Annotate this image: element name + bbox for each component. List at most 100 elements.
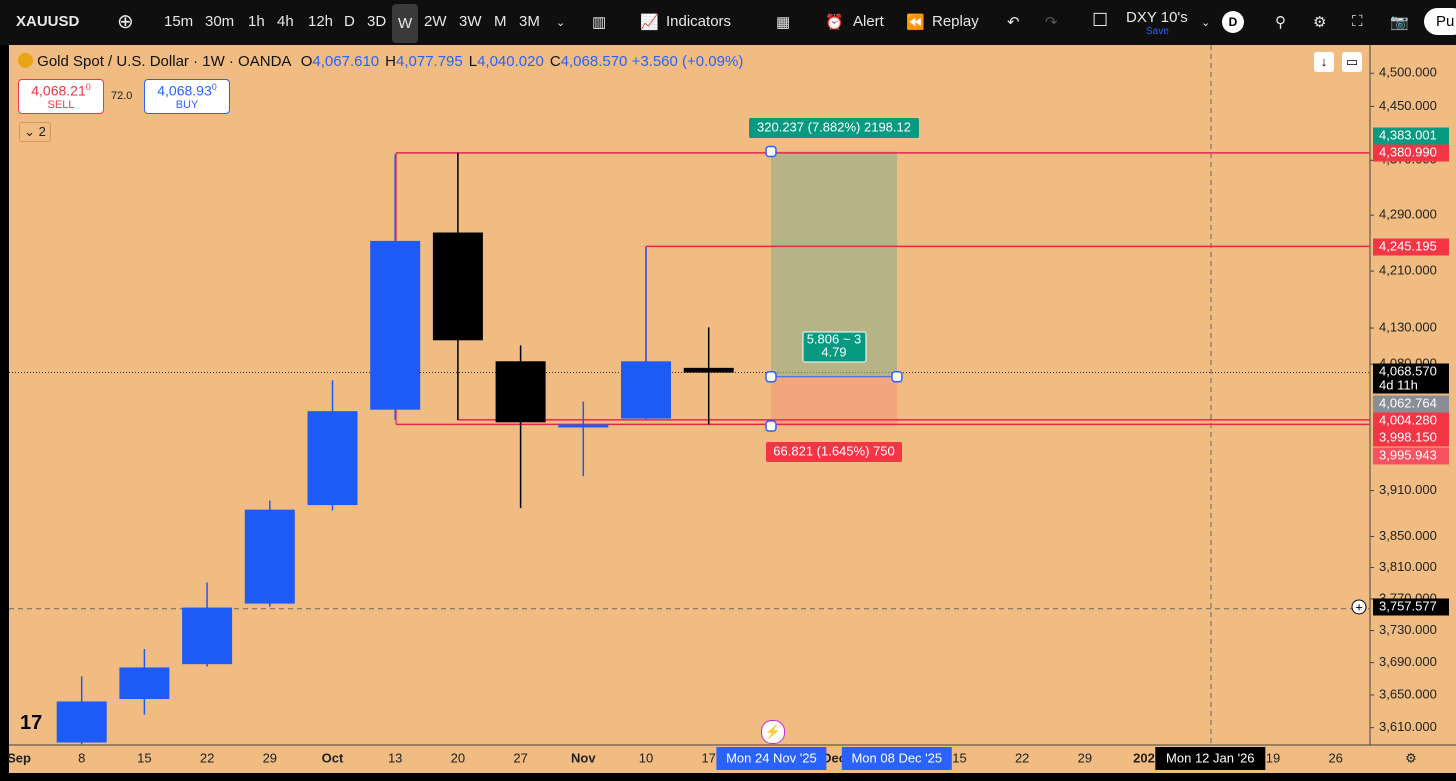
- publish[interactable]: Pu: [1424, 8, 1456, 35]
- interval[interactable]: W: [392, 4, 419, 43]
- price-tick-label: 4,290.000: [1379, 207, 1437, 222]
- price-tick-label: 3,690.000: [1379, 654, 1437, 669]
- candle-body: [119, 667, 170, 700]
- replay-icon[interactable]: ⏪: [906, 14, 925, 31]
- time-badge: [1155, 747, 1266, 770]
- time-tick-label: 26: [1328, 750, 1342, 765]
- ohlc-key: C: [549, 53, 561, 70]
- add-symbol[interactable]: ⊕: [117, 11, 134, 33]
- ohlc-value: 4,068.570: [560, 53, 628, 70]
- search-tool[interactable]: ⚲: [1275, 14, 1286, 31]
- price-tick-label: 3,850.000: [1379, 528, 1437, 543]
- templates[interactable]: ▦: [776, 14, 791, 31]
- indicator-toggle[interactable]: ⌄ 2: [19, 122, 51, 142]
- replay[interactable]: Replay: [932, 13, 979, 30]
- sell-sup: 0: [85, 82, 91, 92]
- price-tick-label: 3,610.000: [1379, 719, 1437, 734]
- legend: Gold Spot / U.S. Dollar · 1W · OANDA O4,…: [18, 53, 743, 70]
- price-tick-label: 4,450.000: [1379, 98, 1437, 113]
- time-tick-label: 2026: [1133, 750, 1162, 765]
- buy-button[interactable]: 4,068.930 BUY: [144, 79, 230, 114]
- price-badge-label: 4,004.280: [1379, 412, 1437, 427]
- qty-label: 4.79: [821, 344, 846, 359]
- redo[interactable]: ↷: [1045, 14, 1058, 31]
- scroll-button[interactable]: ↓: [1314, 52, 1334, 72]
- ohlc-value: 4,067.610: [312, 53, 380, 70]
- price-badge: [1373, 598, 1449, 616]
- interval[interactable]: 3W: [459, 13, 482, 30]
- price-badge: [1373, 127, 1449, 145]
- settings[interactable]: ⚙: [1313, 14, 1327, 31]
- price-badge: [1373, 412, 1449, 430]
- time-tick-label: 20: [451, 750, 465, 765]
- interval[interactable]: 15m: [164, 13, 194, 30]
- ratio-bg: [802, 331, 867, 363]
- target-label: 320.237 (7.882%) 2198.12: [757, 119, 911, 134]
- sell-label: SELL: [47, 98, 75, 111]
- undo[interactable]: ↶: [1007, 14, 1020, 31]
- price-badge: [1373, 144, 1449, 162]
- indicators-icon[interactable]: 📈: [640, 14, 659, 31]
- handle: [765, 145, 777, 158]
- stop-label-bg: [766, 442, 902, 462]
- layout-status: Save: [1146, 26, 1169, 37]
- price-badge: [1373, 363, 1449, 394]
- price-tick-label: 3,730.000: [1379, 622, 1437, 637]
- interval[interactable]: 3M: [519, 13, 540, 30]
- candle-body: [56, 701, 107, 743]
- chart-type[interactable]: ▥: [592, 14, 607, 31]
- handle: [891, 371, 903, 383]
- indicators[interactable]: Indicators: [666, 13, 732, 30]
- dropdown[interactable]: ⌄: [1201, 17, 1211, 29]
- alert[interactable]: Alert: [853, 13, 884, 30]
- interval[interactable]: 1h: [248, 13, 265, 30]
- time-badge-label: Mon 24 Nov '25: [726, 750, 817, 765]
- ohlc-value: 4,077.795: [396, 53, 463, 70]
- panel-button[interactable]: ▭: [1342, 52, 1362, 72]
- time-badge: [841, 747, 952, 770]
- fullscreen[interactable]: ⛶: [1352, 13, 1363, 30]
- ohlc: O4,067.610 H4,077.795 L4,040.020 C4,068.570: [295, 53, 628, 70]
- time-tick-label: 29: [263, 750, 277, 765]
- layout-name[interactable]: DXY 10's: [1126, 9, 1188, 26]
- ohlc-key: O: [300, 53, 313, 70]
- time-badge-label: Mon 08 Dec '25: [851, 750, 942, 765]
- time-tick-label: 19: [1266, 750, 1280, 765]
- candle-body: [307, 411, 358, 506]
- time-tick-label: 29: [1078, 750, 1092, 765]
- interval[interactable]: 2W: [424, 13, 447, 30]
- interval[interactable]: 3D: [367, 13, 387, 30]
- buy-sup: 0: [211, 82, 217, 92]
- ohlc-key: H: [385, 53, 396, 70]
- sell-button[interactable]: 4,068.210 SELL: [18, 79, 104, 114]
- candle-body: [621, 361, 671, 419]
- price-badge-label: 4,068.570: [1379, 363, 1437, 378]
- interval[interactable]: D: [344, 13, 355, 30]
- time-tick-label: 10: [639, 750, 653, 765]
- time-tick-label: 17: [701, 750, 715, 765]
- interval[interactable]: 4h: [277, 13, 294, 30]
- avatar[interactable]: D: [1222, 11, 1244, 33]
- symbol[interactable]: XAUUSD: [16, 13, 80, 30]
- price-tick-label: 4,130.000: [1379, 319, 1437, 334]
- dropdown[interactable]: ⌄: [556, 17, 566, 29]
- candle-body: [432, 232, 483, 341]
- candle-body: [244, 509, 295, 604]
- price-badge: [1373, 429, 1449, 447]
- handle: [765, 420, 777, 432]
- price-tick-label: 3,650.000: [1379, 686, 1437, 701]
- events-icon[interactable]: ⚡: [761, 720, 785, 744]
- interval[interactable]: 12h: [308, 13, 334, 30]
- tv-logo: 17: [20, 712, 43, 734]
- alert-icon[interactable]: ⏰: [825, 14, 844, 31]
- price-badge-label: 3,995.943: [1379, 447, 1437, 462]
- axis-settings: ⚙: [1405, 750, 1417, 765]
- interval[interactable]: 30m: [205, 13, 235, 30]
- interval[interactable]: M: [494, 13, 507, 30]
- target-label-bg: [749, 118, 919, 138]
- snapshot[interactable]: 📷: [1390, 14, 1409, 31]
- price-badge: [1373, 238, 1449, 256]
- time-tick-label: 13: [388, 750, 402, 765]
- layout-icon[interactable]: ☐: [1092, 10, 1109, 30]
